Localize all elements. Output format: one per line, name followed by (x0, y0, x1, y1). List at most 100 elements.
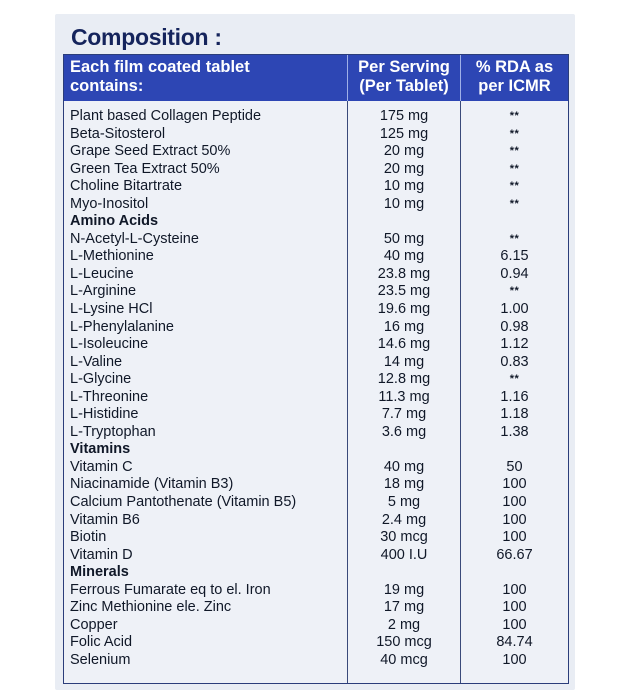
ingredient-amount: 20 mg (383, 160, 425, 177)
table-row: Calcium Pantothenate (Vitamin B5) 5 mg 100 (64, 494, 568, 512)
ingredient-rda: 0.83 (500, 353, 529, 370)
header-divider (460, 55, 461, 101)
column-divider (460, 101, 461, 683)
ingredient-rda: 1.16 (500, 388, 529, 405)
table-row: L-Arginine 23.5 mg ** (64, 283, 568, 301)
header-per-serving: Per Serving (Per Tablet) (350, 58, 458, 96)
ingredient-amount: 175 mg (379, 108, 429, 124)
header-rda-line1: % RDA as (475, 58, 554, 76)
ingredient-amount: 40 mcg (380, 651, 428, 668)
ingredient-name: L-Isoleucine (70, 336, 149, 353)
ingredient-rda: 100 (502, 599, 527, 616)
ingredient-name: L-Arginine (70, 283, 137, 300)
section-heading-row: Minerals (64, 564, 568, 582)
ingredient-rda: ** (509, 285, 520, 298)
table-row: Ferrous Fumarate eq to el. Iron 19 mg 100 (64, 582, 568, 600)
table-body: Plant based Collagen Peptide 175 mg ** Beta… (64, 108, 568, 670)
composition-panel: Composition : Each film coated tablet co… (55, 14, 575, 690)
table-row: L-Valine 14 mg 0.83 (64, 354, 568, 372)
table-row: L-Phenylalanine 16 mg 0.98 (64, 319, 568, 337)
table-row: L-Histidine 7.7 mg 1.18 (64, 406, 568, 424)
ingredient-amount: 2.4 mg (381, 511, 427, 528)
table-row: Vitamin B6 2.4 mg 100 (64, 512, 568, 530)
ingredient-rda: 50 (506, 458, 523, 475)
ingredient-amount: 7.7 mg (381, 406, 427, 423)
ingredient-amount: 2 mg (387, 616, 421, 633)
ingredient-rda: ** (509, 162, 520, 175)
ingredient-amount: 16 mg (383, 318, 425, 335)
ingredient-name: L-Glycine (70, 371, 132, 388)
ingredient-name: Plant based Collagen Peptide (70, 108, 262, 124)
table-row: Plant based Collagen Peptide 175 mg ** (64, 108, 568, 126)
ingredient-name: Vitamin D (70, 546, 133, 563)
ingredient-amount: 150 mcg (376, 634, 432, 651)
table-header: Each film coated tablet contains: Per Se… (64, 55, 568, 101)
ingredient-amount: 11.3 mg (378, 388, 430, 405)
ingredient-rda: 1.38 (500, 423, 529, 440)
table-row: L-Tryptophan 3.6 mg 1.38 (64, 424, 568, 442)
ingredient-name: Copper (70, 616, 118, 633)
ingredient-rda: ** (509, 232, 520, 245)
ingredient-rda: 1.12 (500, 336, 529, 353)
table-row: L-Glycine 12.8 mg ** (64, 371, 568, 389)
table-row: L-Lysine HCl 19.6 mg 1.00 (64, 301, 568, 319)
table-row: N-Acetyl-L-Cysteine 50 mg ** (64, 231, 568, 249)
ingredient-name: N-Acetyl-L-Cysteine (70, 230, 199, 247)
table-row: Vitamin D 400 I.U 66.67 (64, 547, 568, 565)
ingredient-rda: 6.15 (500, 248, 529, 265)
ingredient-rda: 0.98 (500, 318, 529, 335)
table-row: Folic Acid 150 mcg 84.74 (64, 634, 568, 652)
ingredient-name: L-Leucine (70, 265, 134, 282)
header-divider (347, 55, 348, 101)
ingredient-name: Green Tea Extract 50% (70, 160, 220, 177)
ingredient-rda: ** (509, 197, 520, 210)
header-ingredient: Each film coated tablet contains: (70, 58, 340, 96)
ingredient-amount: 400 I.U (380, 546, 428, 563)
ingredient-rda: 0.94 (500, 265, 529, 282)
ingredient-amount: 12.8 mg (377, 371, 431, 388)
table-row: Selenium 40 mcg 100 (64, 652, 568, 670)
ingredient-amount: 40 mg (383, 458, 425, 475)
ingredient-name: Vitamin B6 (70, 511, 140, 528)
header-rda-line2: per ICMR (478, 77, 551, 95)
ingredient-amount: 40 mg (383, 248, 425, 265)
ingredient-name: Biotin (70, 529, 107, 546)
ingredient-rda: 84.74 (496, 634, 533, 651)
ingredient-amount: 19.6 mg (377, 301, 431, 318)
ingredient-rda: ** (509, 180, 520, 193)
ingredient-name: Selenium (70, 651, 131, 668)
table-row: Grape Seed Extract 50% 20 mg ** (64, 143, 568, 161)
ingredient-rda: 100 (502, 511, 527, 528)
ingredient-amount: 125 mg (379, 125, 429, 142)
ingredient-amount: 14 mg (383, 353, 425, 370)
table-row: Myo-Inositol 10 mg ** (64, 196, 568, 214)
table-row: Choline Bitartrate 10 mg ** (64, 178, 568, 196)
ingredient-rda: ** (509, 373, 520, 386)
section-heading-row: Vitamins (64, 441, 568, 459)
ingredient-name: Myo-Inositol (70, 195, 149, 212)
table-row: L-Isoleucine 14.6 mg 1.12 (64, 336, 568, 354)
ingredient-amount: 50 mg (383, 230, 425, 247)
ingredient-name: L-Threonine (70, 388, 149, 405)
ingredient-rda: 100 (502, 476, 527, 493)
section-heading: Vitamins (70, 441, 131, 458)
ingredient-amount: 3.6 mg (381, 423, 427, 440)
header-rda: % RDA as per ICMR (461, 58, 568, 96)
table-row: L-Leucine 23.8 mg 0.94 (64, 266, 568, 284)
table-row: Vitamin C 40 mg 50 (64, 459, 568, 477)
ingredient-amount: 14.6 mg (377, 336, 431, 353)
table-row: Zinc Methionine ele. Zinc 17 mg 100 (64, 599, 568, 617)
ingredient-amount: 5 mg (387, 494, 421, 511)
header-per-serving-line2: (Per Tablet) (359, 77, 449, 95)
ingredient-rda: 1.18 (500, 406, 529, 423)
ingredient-rda: ** (509, 127, 520, 140)
ingredient-amount: 20 mg (383, 143, 425, 160)
section-heading: Amino Acids (70, 213, 159, 230)
ingredient-name: Vitamin C (70, 458, 133, 475)
ingredient-name: Beta-Sitosterol (70, 125, 166, 142)
table-row: L-Methionine 40 mg 6.15 (64, 248, 568, 266)
ingredient-amount: 10 mg (383, 195, 425, 212)
ingredient-rda: 100 (502, 651, 527, 668)
ingredient-name: Folic Acid (70, 634, 133, 651)
ingredient-name: Choline Bitartrate (70, 178, 183, 195)
